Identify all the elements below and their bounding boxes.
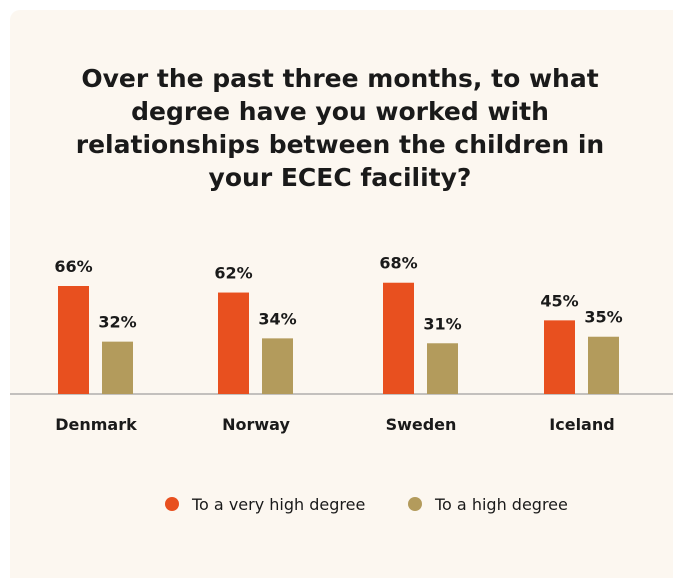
value-label: 32% [98,313,136,332]
value-label: 66% [54,257,92,276]
x-tick-label: Iceland [549,415,614,434]
value-label: 31% [423,314,461,333]
bar [262,338,293,394]
bar [102,341,133,394]
bar [218,292,249,394]
value-label: 62% [214,264,252,283]
value-label: 68% [379,254,417,273]
legend-label: To a very high degree [191,495,365,514]
bar [383,282,414,394]
bar [544,320,575,394]
bar [427,343,458,394]
value-label: 45% [540,291,578,310]
legend-swatch [408,497,422,511]
card [10,10,673,578]
bar [588,336,619,394]
value-label: 34% [258,309,296,328]
value-label: 35% [584,308,622,327]
legend-swatch [165,497,179,511]
bar [58,286,89,394]
x-tick-label: Sweden [386,415,457,434]
x-tick-label: Denmark [55,415,137,434]
legend-label: To a high degree [434,495,568,514]
x-tick-label: Norway [222,415,290,434]
chart-title: Over the past three months, to what degr… [75,64,605,192]
